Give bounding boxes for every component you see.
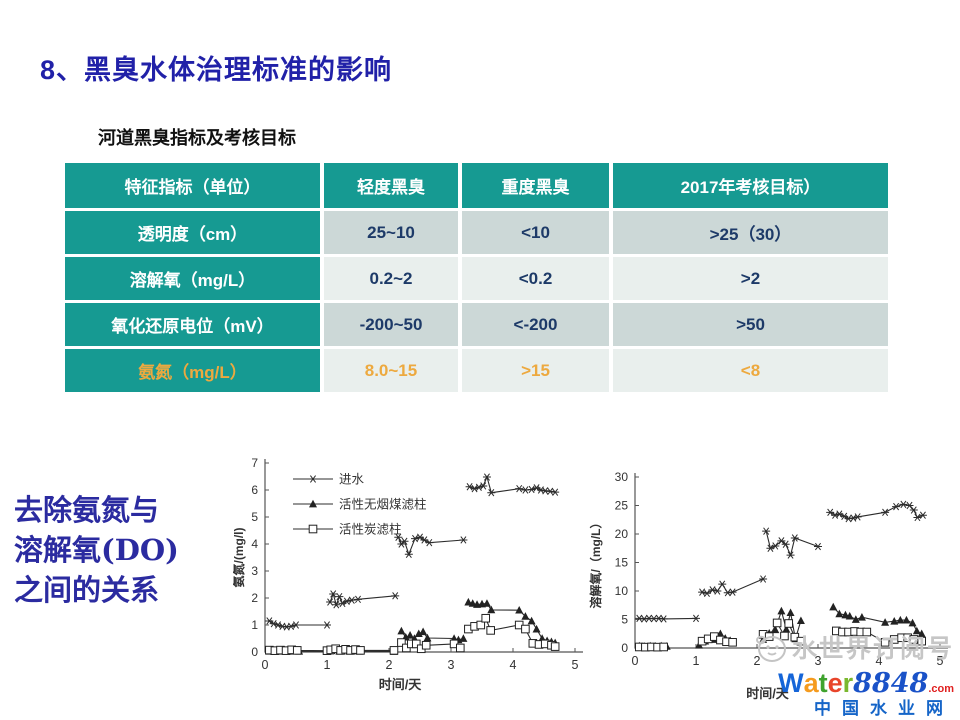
svg-text:5: 5 [937, 654, 944, 668]
account-logo-icon [752, 630, 788, 669]
y-axis-label: 氨氮/(mg/l) [233, 528, 246, 588]
svg-text:5: 5 [572, 658, 579, 672]
y-axis-label: 溶解氧/（mg/L） [588, 517, 603, 609]
watermark: 水世界订阅号 Water8848.com 中国水业网 [752, 630, 954, 718]
svg-text:活性炭滤柱: 活性炭滤柱 [339, 522, 402, 537]
table-value-cell-2-0: -200~50 [324, 303, 458, 346]
table-header-cell-0: 特征指标（单位） [65, 163, 320, 208]
table-header-cell-3: 2017年考核目标） [613, 163, 888, 208]
svg-text:2: 2 [754, 654, 761, 668]
ammonia-chart-svg: 0 1 2 3 4 5 6 7 0 1 2 3 4 5 时间/天 氨氮/(mg/l) 进水活性无烟煤滤柱活性炭滤… [231, 456, 583, 692]
svg-text:0: 0 [251, 645, 258, 659]
svg-text:进水: 进水 [339, 473, 365, 487]
dissolved-oxygen-time-chart: 0 5 10 15 20 25 30 0 1 2 3 4 5 时间/天 溶解氧/（mg/L） [588, 450, 958, 710]
svg-text:7: 7 [251, 456, 258, 470]
svg-text:10: 10 [615, 584, 629, 598]
svg-text:1: 1 [251, 618, 258, 632]
svg-text:2: 2 [386, 658, 393, 672]
assessment-table: 特征指标（单位） 轻度黑臭 重度黑臭 2017年考核目标） 透明度（cm） 25~10 <1… [65, 163, 888, 392]
side-caption: 去除氨氮与 溶解氧(DO) 之间的关系 [14, 490, 239, 610]
watermark-brand: Water8848.com [752, 667, 954, 699]
table-value-cell-2-1: <-200 [462, 303, 609, 346]
svg-text:3: 3 [448, 658, 455, 672]
svg-text:2: 2 [251, 591, 258, 605]
ammonia-time-chart: 0 1 2 3 4 5 6 7 0 1 2 3 4 5 时间/天 氨氮/(mg/l) 进水活性无烟煤滤柱 活性炭滤… [231, 455, 585, 703]
side-caption-line-1: 去除氨氮与 [14, 493, 160, 527]
svg-text:4: 4 [876, 654, 883, 668]
svg-text:活性无烟煤滤柱: 活性无烟煤滤柱 [339, 497, 427, 512]
table-value-cell-0-1: <10 [462, 211, 609, 254]
svg-text:5: 5 [251, 510, 258, 524]
watermark-brand-suffix: .com [928, 682, 954, 695]
svg-text:0: 0 [262, 658, 269, 672]
svg-text:25: 25 [615, 499, 629, 513]
watermark-site-name: 中国水业网 [814, 699, 954, 719]
table-caption: 河道黑臭指标及考核目标 [98, 128, 296, 148]
table-row-label-1: 溶解氧（mg/L） [65, 257, 320, 300]
page-title: 8、黑臭水体治理标准的影响 [40, 55, 393, 85]
svg-text:5: 5 [621, 613, 628, 627]
side-caption-line-2: 溶解氧(DO) [14, 533, 179, 567]
table-header-cell-2: 重度黑臭 [462, 163, 609, 208]
table-header-cell-1: 轻度黑臭 [324, 163, 458, 208]
svg-text:30: 30 [615, 470, 629, 484]
x-axis-label: 时间/天 [379, 677, 423, 692]
table-row-label-0: 透明度（cm） [65, 211, 320, 254]
x-axis-label: 时间/天 [746, 686, 790, 701]
do-chart-svg: 0 5 10 15 20 25 30 0 1 2 3 4 5 时间/天 溶解氧/（mg/L） [588, 470, 948, 701]
table-value-cell-0-0: 25~10 [324, 211, 458, 254]
svg-text:3: 3 [815, 654, 822, 668]
table-value-cell-0-2: >25（30） [613, 211, 888, 254]
svg-text:15: 15 [615, 556, 629, 570]
table-value-cell-3-1: >15 [462, 349, 609, 392]
side-caption-line-3: 之间的关系 [14, 573, 160, 607]
svg-text:0: 0 [632, 654, 639, 668]
svg-text:4: 4 [510, 658, 517, 672]
svg-text:1: 1 [324, 658, 331, 672]
table-value-cell-2-2: >50 [613, 303, 888, 346]
watermark-account-name: 水世界订阅号 [791, 635, 954, 664]
table-value-cell-1-1: <0.2 [462, 257, 609, 300]
table-value-cell-3-2: <8 [613, 349, 888, 392]
svg-text:1: 1 [693, 654, 700, 668]
svg-text:0: 0 [621, 641, 628, 655]
table-value-cell-1-0: 0.2~2 [324, 257, 458, 300]
svg-text:3: 3 [251, 564, 258, 578]
table-value-cell-3-0: 8.0~15 [324, 349, 458, 392]
svg-text:20: 20 [615, 527, 629, 541]
table-row-label-2: 氧化还原电位（mV） [65, 303, 320, 346]
svg-text:4: 4 [251, 537, 258, 551]
table-value-cell-1-2: >2 [613, 257, 888, 300]
table-row-label-3: 氨氮（mg/L） [65, 349, 320, 392]
watermark-brand-word: Water [778, 667, 854, 698]
svg-text:6: 6 [251, 483, 258, 497]
watermark-brand-number: 8848 [853, 667, 929, 699]
